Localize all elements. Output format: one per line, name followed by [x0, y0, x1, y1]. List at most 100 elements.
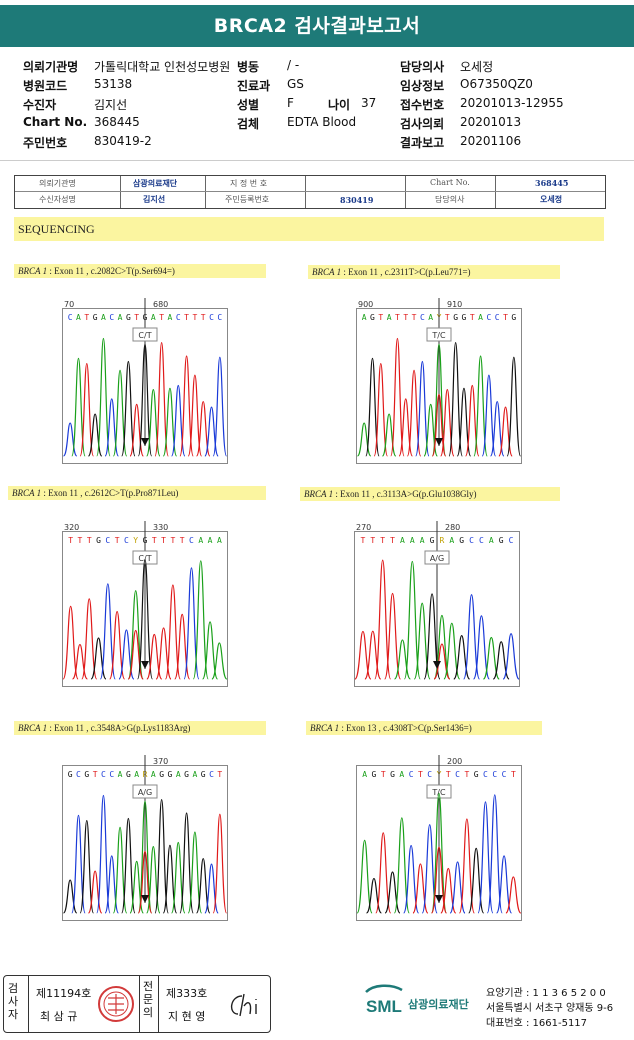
trace-peak	[212, 813, 228, 914]
sex-label: 성별	[237, 98, 260, 112]
req-org-value: 가톨릭대학교 인천성모병원	[94, 60, 231, 74]
request-date-label: 검사의뢰	[400, 117, 445, 131]
base-call: T	[68, 536, 73, 545]
trace-peak	[154, 341, 169, 457]
chart-label: Chart No.	[23, 115, 88, 129]
base-call: A	[176, 770, 181, 779]
base-call: T	[390, 536, 395, 545]
base-call: G	[372, 770, 377, 779]
chart-value: 368445	[94, 115, 140, 129]
gene-name: BRCA 1	[312, 267, 342, 277]
trace-peak	[121, 817, 136, 914]
call-label: A/G	[430, 554, 444, 563]
rrn-label: 주민번호	[23, 136, 68, 150]
base-call: G	[430, 536, 435, 545]
trace-peak	[121, 360, 136, 457]
trace-peak	[403, 844, 420, 914]
trace-peak	[99, 583, 116, 680]
trace-peak	[393, 817, 410, 914]
rrn-value: 830419-2	[94, 134, 152, 148]
trace-peak	[187, 374, 203, 457]
arrow-head-icon	[141, 895, 149, 903]
trace-peak	[365, 357, 380, 457]
trace-peak	[192, 560, 209, 680]
call-box	[424, 550, 450, 565]
chromatogram-svg: 200AGTGACTCYTCTGCCCTT/C	[356, 755, 522, 921]
base-call: G	[68, 770, 73, 779]
position-label-b: 330	[153, 523, 168, 532]
divider	[0, 160, 634, 161]
ward-value: / -	[287, 58, 300, 72]
patient-value: 김지선	[94, 98, 128, 112]
scan-header-table: 의뢰기관명 삼광의료재단 수신자성명 김지선 지 정 번 호 주민등록번호 83…	[14, 175, 606, 209]
trace-peak	[423, 593, 441, 680]
base-call: T	[159, 313, 164, 322]
signature-box: 검사자 제11194호 최 삼 규 전문의 제333호 지 현 영	[3, 975, 271, 1033]
base-call: A	[134, 770, 139, 779]
base-call: C	[76, 770, 81, 779]
base-call: A	[362, 770, 367, 779]
trace-peak	[374, 559, 392, 680]
base-call: A	[400, 536, 405, 545]
examiner-license: 제11194호	[36, 987, 92, 1000]
specialist-name: 지 현 영	[168, 1010, 206, 1023]
base-call: A	[217, 536, 222, 545]
request-date-value: 20201013	[460, 115, 522, 129]
base-call: T	[361, 536, 366, 545]
scan-chart-label: Chart No.	[430, 178, 470, 187]
base-call: T	[184, 313, 189, 322]
position-label-b: 370	[153, 757, 168, 766]
gene-name: BRCA 1	[12, 488, 42, 498]
patient-info: 의뢰기관명 가톨릭대학교 인천성모병원 병동 / - 담당의사 오세정 병원코드…	[0, 54, 634, 156]
base-call: G	[462, 313, 467, 322]
base-call: G	[184, 770, 189, 779]
base-call: A	[387, 313, 392, 322]
position-label-b: 200	[447, 757, 462, 766]
trace-peak	[187, 831, 203, 914]
position-label-a: 900	[358, 300, 373, 309]
trace-peak	[384, 592, 402, 680]
base-call: C	[502, 770, 507, 779]
base-call: Y	[133, 536, 138, 545]
arrow-head-icon	[141, 438, 149, 446]
base-call: A	[168, 313, 173, 322]
base-call: G	[93, 313, 98, 322]
age-label: 나이	[328, 98, 351, 112]
base-call: C	[109, 313, 114, 322]
report-date-label: 결과보고	[400, 136, 445, 150]
base-call: G	[474, 770, 479, 779]
specimen-label: 검체	[237, 117, 260, 131]
base-call: C	[492, 770, 497, 779]
trace-peak	[356, 422, 372, 457]
base-call: A	[362, 313, 367, 322]
base-call: R	[440, 536, 445, 545]
base-call: T	[395, 313, 400, 322]
hosp-code-label: 병원코드	[23, 79, 68, 93]
base-call: A	[118, 770, 123, 779]
gene-name: BRCA 1	[304, 489, 334, 499]
base-call: T	[152, 536, 157, 545]
trace-peak	[463, 594, 481, 680]
base-call: T	[180, 536, 185, 545]
trace-peak	[506, 356, 522, 457]
scan-patient-value: 김지선	[143, 194, 166, 204]
call-box	[426, 327, 452, 342]
scan-org-label: 의뢰기관명	[39, 179, 76, 188]
scan-rrn-value: 830419	[340, 195, 374, 205]
trace-peak	[373, 362, 389, 457]
scan-chart-value: 368445	[535, 178, 569, 188]
trace-peak	[390, 337, 405, 457]
call-label: A/G	[138, 788, 152, 797]
chromatogram-2: 900910AGTATTTCAYTGGTACCTGT/C	[356, 298, 522, 464]
base-call: T	[446, 770, 451, 779]
trace-peak	[502, 633, 520, 680]
base-call: T	[370, 536, 375, 545]
trace-peak	[393, 639, 411, 680]
base-call: G	[201, 770, 206, 779]
trace-peak	[79, 819, 95, 914]
base-call: A	[101, 313, 106, 322]
chromatogram-6: 200AGTGACTCYTCTGCCCTT/C	[356, 755, 522, 921]
trace-peak	[212, 356, 228, 457]
trace-peak	[202, 621, 219, 680]
variant-desc: : Exon 11 , c.2082C>T(p.Ser694=)	[47, 266, 175, 276]
